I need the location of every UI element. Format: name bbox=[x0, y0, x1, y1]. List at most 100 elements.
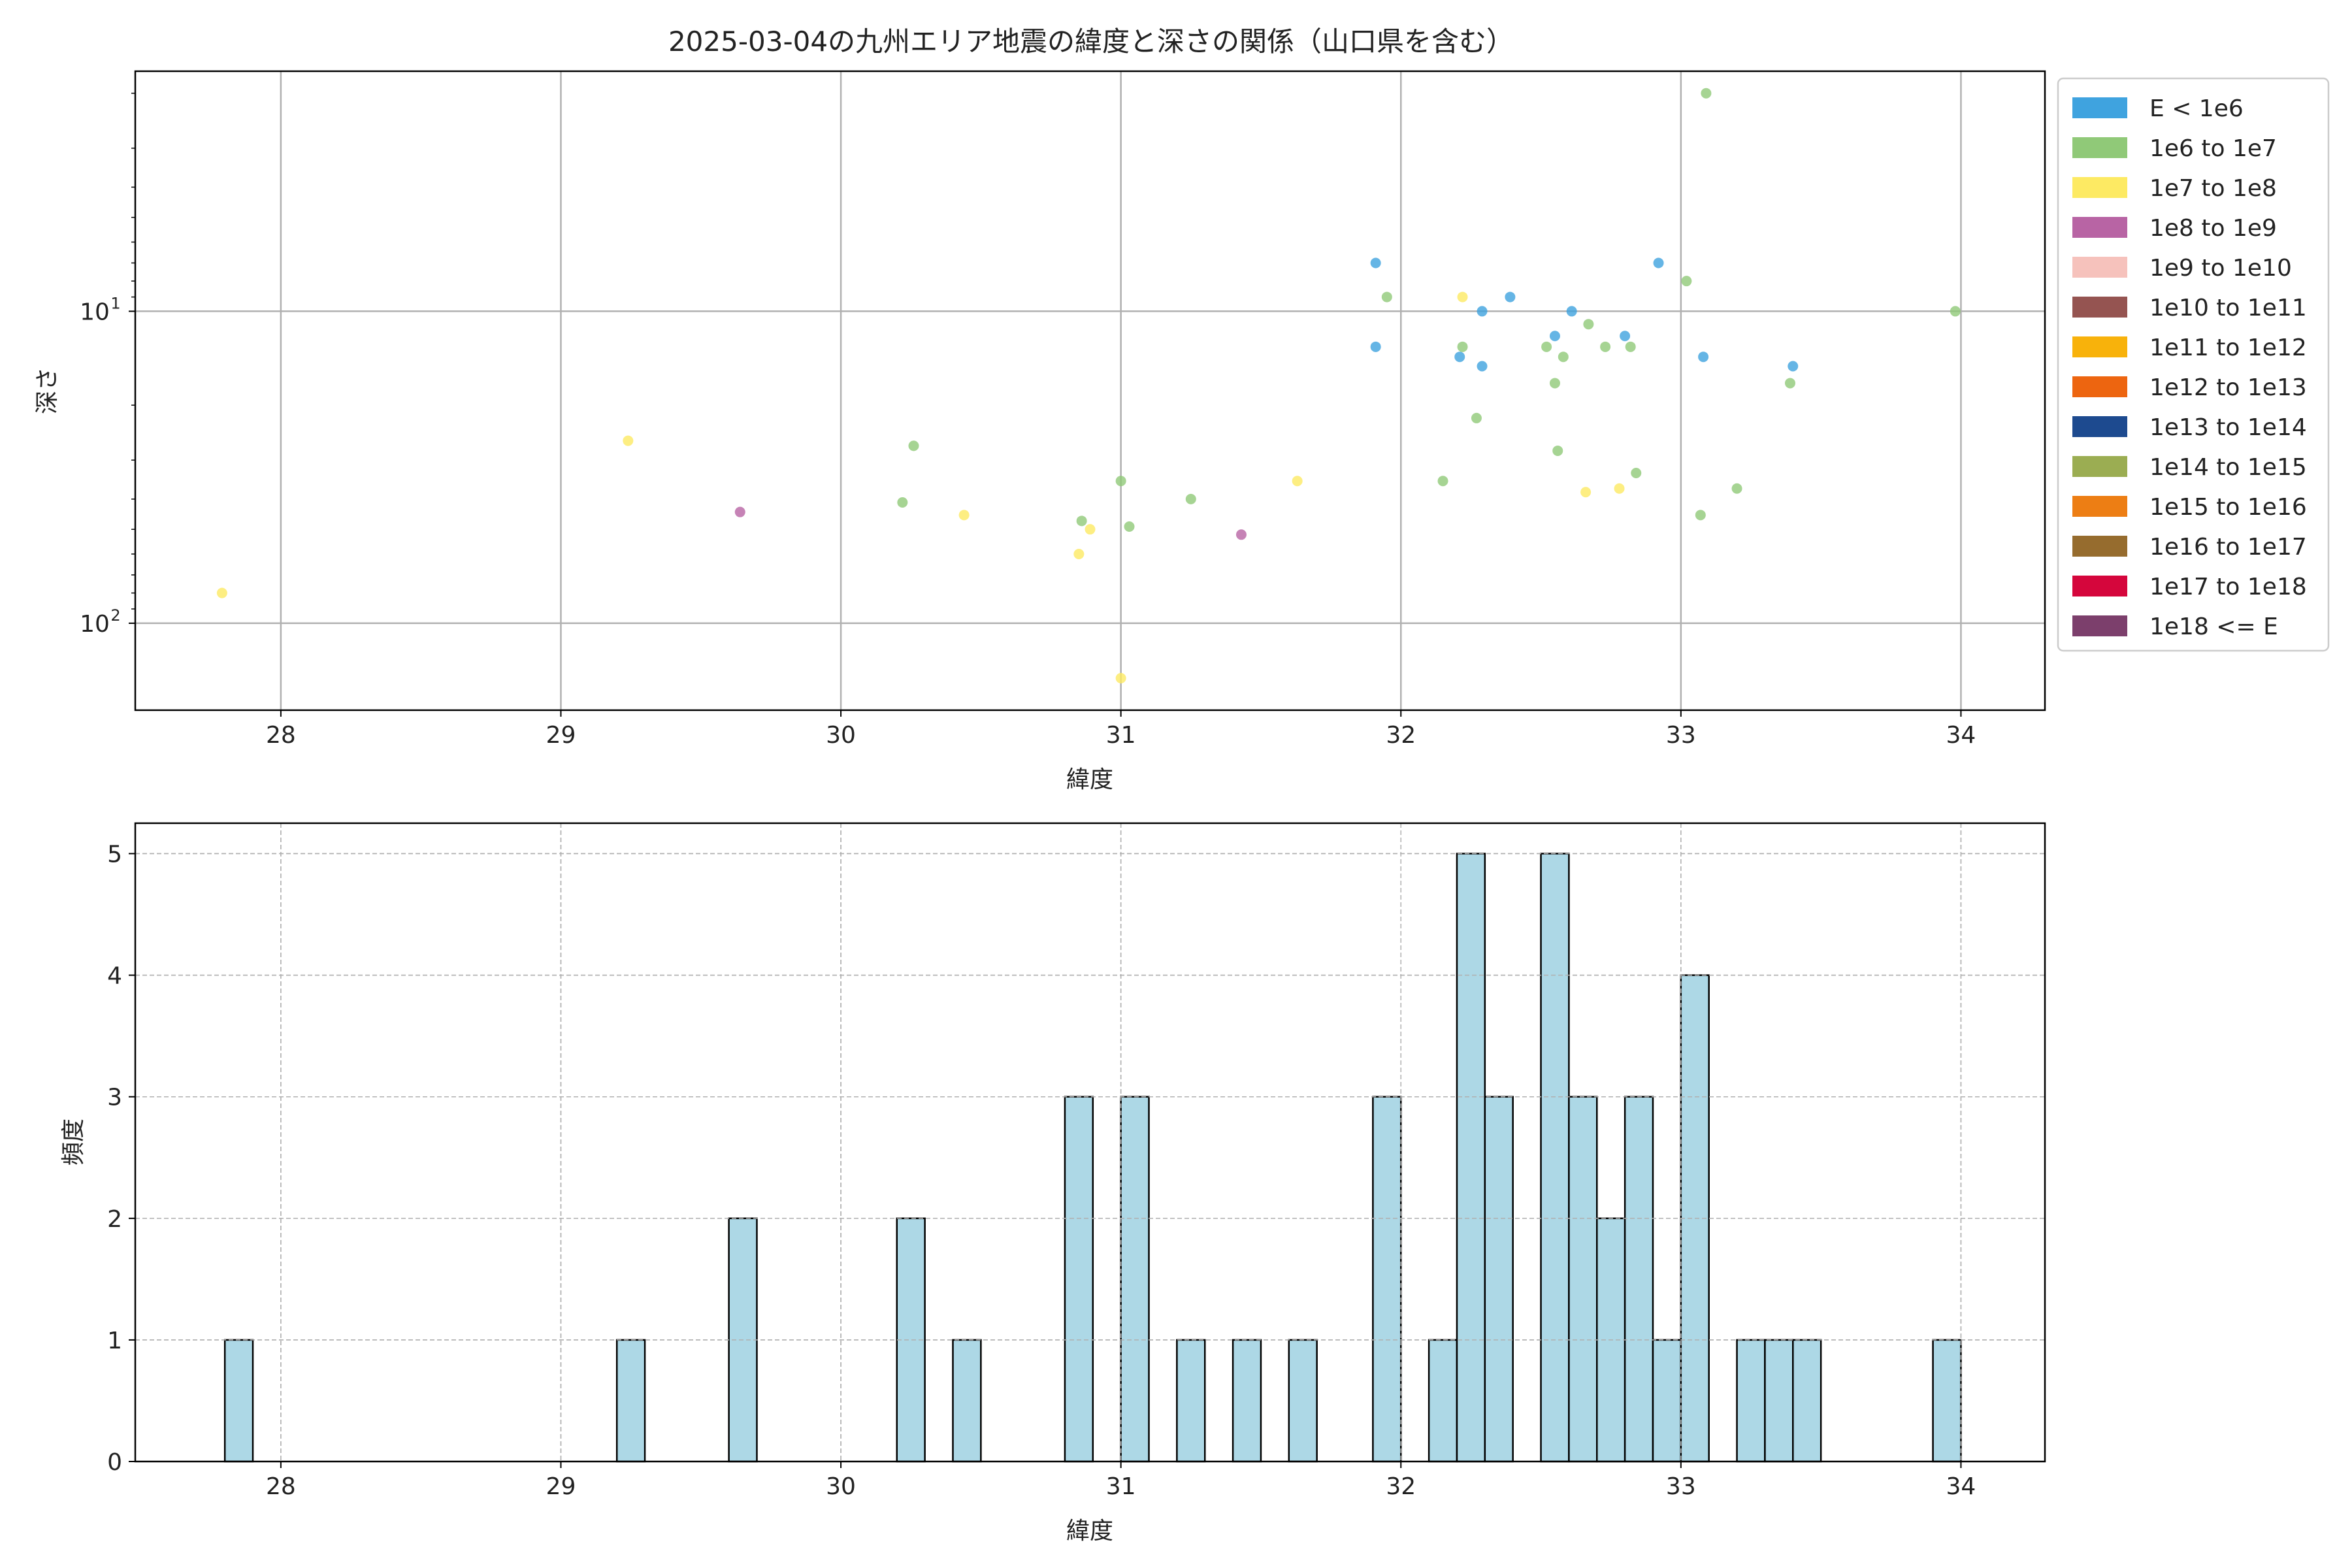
legend-label: 1e9 to 1e10 bbox=[2149, 255, 2292, 282]
histogram-x-axis-label: 緯度 bbox=[1066, 1518, 1113, 1544]
histogram-y-tick-label: 0 bbox=[107, 1449, 122, 1476]
histogram-bar bbox=[1484, 1096, 1514, 1463]
scatter-point bbox=[1370, 341, 1381, 352]
legend-label: 1e8 to 1e9 bbox=[2149, 215, 2277, 242]
scatter-point bbox=[623, 435, 634, 446]
scatter-x-tick-label: 32 bbox=[1386, 722, 1416, 749]
scatter-point bbox=[1185, 493, 1196, 504]
histogram-x-tick-label: 34 bbox=[1946, 1473, 1976, 1500]
histogram-x-tick-label: 29 bbox=[546, 1473, 576, 1500]
scatter-point bbox=[1784, 378, 1795, 389]
legend-label: 1e16 to 1e17 bbox=[2149, 534, 2307, 561]
histogram-bar bbox=[1120, 1096, 1150, 1463]
scatter-x-tick-label: 29 bbox=[546, 722, 576, 749]
histogram-y-tick-label: 4 bbox=[107, 963, 122, 990]
scatter-point bbox=[1549, 378, 1560, 389]
scatter-plot-frame bbox=[134, 70, 2046, 711]
legend-swatch bbox=[2072, 456, 2127, 477]
histogram-bar bbox=[1456, 853, 1486, 1463]
scatter-x-tick-label: 33 bbox=[1666, 722, 1696, 749]
legend-swatch bbox=[2072, 376, 2127, 397]
histogram-y-tick-label: 3 bbox=[107, 1085, 122, 1111]
legend-label: 1e7 to 1e8 bbox=[2149, 175, 2277, 202]
histogram-bar bbox=[1652, 1339, 1682, 1463]
histogram-bars bbox=[135, 823, 2045, 1463]
scatter-point bbox=[1457, 291, 1468, 302]
scatter-point bbox=[1731, 483, 1742, 494]
legend-label: 1e13 to 1e14 bbox=[2149, 414, 2307, 441]
legend-swatch bbox=[2072, 416, 2127, 437]
histogram-x-tick-label: 30 bbox=[826, 1473, 856, 1500]
scatter-point bbox=[1477, 306, 1488, 317]
histogram-y-ticks: 0 1 2 3 4 5 bbox=[107, 841, 135, 1476]
histogram-bar bbox=[1428, 1339, 1458, 1463]
scatter-x-ticks: 28 29 30 31 32 33 34 bbox=[266, 710, 1976, 749]
histogram-x-tick-label: 33 bbox=[1666, 1473, 1696, 1500]
scatter-point bbox=[1625, 341, 1636, 352]
scatter-point bbox=[1695, 510, 1706, 521]
scatter-y-tick-exponent: 2 bbox=[110, 606, 120, 625]
histogram-bar bbox=[1624, 1096, 1654, 1463]
histogram-bar bbox=[1792, 1339, 1822, 1463]
scatter-point bbox=[1235, 529, 1247, 540]
histogram-bar bbox=[1540, 853, 1570, 1463]
legend-label: 1e10 to 1e11 bbox=[2149, 295, 2307, 321]
scatter-point bbox=[908, 440, 919, 451]
legend-swatch bbox=[2072, 576, 2127, 596]
scatter-point bbox=[1614, 483, 1625, 494]
scatter-point bbox=[1701, 88, 1712, 99]
histogram-bar bbox=[952, 1339, 982, 1463]
scatter-point bbox=[1505, 291, 1516, 302]
scatter-point bbox=[1681, 276, 1692, 287]
scatter-point bbox=[1620, 331, 1631, 342]
legend-label: 1e6 to 1e7 bbox=[2149, 135, 2277, 162]
legend-swatch bbox=[2072, 496, 2127, 517]
histogram-y-tick-label: 2 bbox=[107, 1206, 122, 1233]
histogram-bar bbox=[1932, 1339, 1962, 1463]
histogram-y-tick-label: 5 bbox=[107, 841, 122, 868]
scatter-point bbox=[1558, 351, 1569, 363]
scatter-point bbox=[1124, 521, 1135, 532]
legend-frame bbox=[2057, 77, 2330, 652]
scatter-point bbox=[1583, 319, 1594, 330]
legend-swatch bbox=[2072, 336, 2127, 357]
histogram-bar bbox=[1232, 1339, 1262, 1463]
histogram-bar bbox=[1764, 1339, 1794, 1463]
legend-label: 1e11 to 1e12 bbox=[2149, 335, 2307, 361]
histogram-y-axis-label: 頻度 bbox=[60, 1119, 87, 1166]
legend-label: 1e17 to 1e18 bbox=[2149, 574, 2307, 600]
histogram-x-tick-label: 31 bbox=[1106, 1473, 1136, 1500]
legend-label: 1e18 <= E bbox=[2149, 613, 2278, 640]
scatter-point bbox=[1370, 257, 1381, 269]
scatter-x-tick-label: 28 bbox=[266, 722, 296, 749]
scatter-point bbox=[216, 587, 227, 598]
histogram-bar bbox=[1568, 1096, 1598, 1463]
legend-swatch bbox=[2072, 97, 2127, 118]
scatter-point bbox=[1541, 341, 1552, 352]
scatter-point bbox=[1580, 487, 1592, 498]
scatter-point bbox=[897, 497, 908, 508]
histogram-bar bbox=[1288, 1339, 1318, 1463]
legend-swatch bbox=[2072, 536, 2127, 557]
scatter-point bbox=[958, 510, 970, 521]
legend-swatch bbox=[2072, 297, 2127, 318]
histogram-bar bbox=[1176, 1339, 1206, 1463]
scatter-y-tick-exponent: 1 bbox=[110, 294, 120, 312]
scatter-point bbox=[1437, 476, 1448, 487]
histogram-bar bbox=[1372, 1096, 1402, 1463]
scatter-point bbox=[1698, 351, 1709, 363]
legend-swatch bbox=[2072, 177, 2127, 198]
scatter-y-tick-label: 10 bbox=[80, 611, 110, 638]
legend-swatch bbox=[2072, 615, 2127, 636]
scatter-point bbox=[1788, 361, 1799, 372]
chart-title: 2025-03-04の九州エリア地震の緯度と深さの関係（山口県を含む） bbox=[668, 25, 1514, 57]
histogram-y-tick-label: 1 bbox=[107, 1328, 122, 1354]
scatter-point bbox=[1457, 341, 1468, 352]
histogram-x-tick-label: 32 bbox=[1386, 1473, 1416, 1500]
legend: E < 1e6 1e6 to 1e7 1e7 to 1e8 1e8 to 1e9 1e9… bbox=[2057, 77, 2330, 652]
legend-label: E < 1e6 bbox=[2149, 95, 2244, 122]
scatter-point bbox=[1471, 412, 1482, 423]
